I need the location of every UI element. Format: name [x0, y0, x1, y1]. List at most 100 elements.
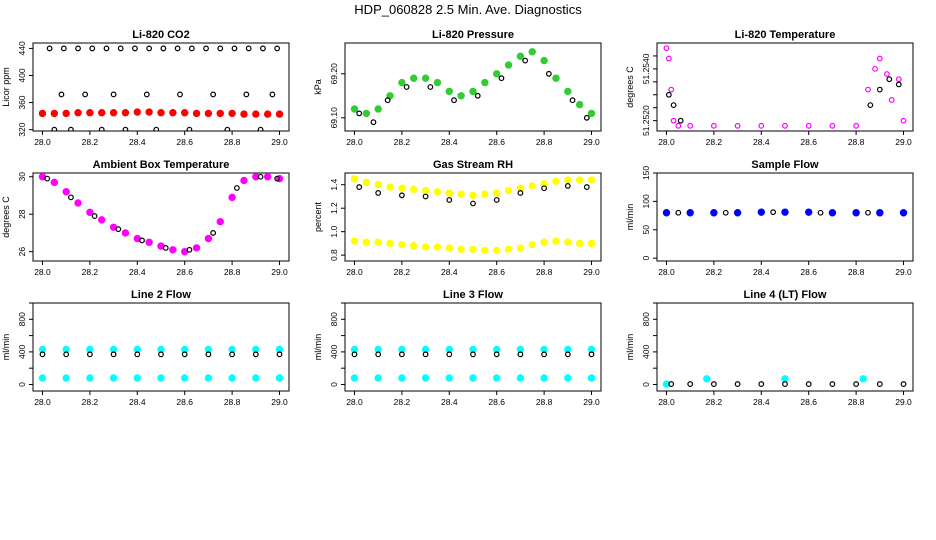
data-point — [257, 173, 264, 180]
data-point — [900, 381, 907, 387]
y-tick-label: 1.4 — [329, 179, 339, 191]
data-point — [204, 345, 213, 354]
data-point — [122, 126, 129, 131]
data-point — [274, 45, 281, 52]
x-tick-label: 29.0 — [895, 397, 912, 407]
data-point — [132, 45, 138, 52]
x-tick-label: 28.6 — [488, 267, 505, 277]
data-point — [545, 70, 552, 77]
data-point — [174, 45, 181, 52]
data-point — [384, 97, 391, 104]
y-axis-label: percent — [313, 201, 323, 232]
x-tick-label: 29.0 — [895, 267, 912, 277]
data-point — [204, 234, 213, 243]
x-tick-label: 28.2 — [706, 137, 723, 147]
y-tick-label: 69.20 — [329, 63, 339, 85]
data-point — [224, 126, 231, 131]
plot-frame — [344, 302, 602, 392]
data-point — [828, 209, 837, 217]
data-point — [263, 173, 272, 181]
y-tick-label: 0 — [641, 256, 651, 261]
data-point — [587, 239, 596, 248]
data-point — [374, 345, 382, 354]
data-point — [350, 374, 359, 382]
x-tick-label: 28.4 — [129, 137, 146, 147]
y-axis-label: kPa — [313, 79, 323, 95]
x-tick-label: 29.0 — [271, 397, 288, 407]
y-axis-label: ml/min — [1, 334, 11, 361]
data-point — [433, 78, 442, 87]
data-point — [157, 374, 165, 382]
chart-title: Li-820 CO2 — [132, 29, 189, 41]
data-point — [109, 374, 118, 382]
y-tick-label: 0.8 — [329, 249, 339, 261]
panel-line-4-lt-flow: Line 4 (LT) Flow ml/min 28.0 28.2 28.4 28.6 28… — [625, 289, 914, 407]
data-point — [181, 374, 189, 382]
data-point — [710, 381, 717, 387]
data-point — [110, 351, 117, 358]
data-point — [216, 109, 224, 118]
data-point — [540, 238, 548, 246]
x-tick-label: 28.2 — [82, 397, 99, 407]
data-point — [134, 351, 141, 358]
data-point — [121, 109, 130, 117]
series-yellow-low — [350, 237, 596, 255]
y-tick-label: 400 — [17, 68, 27, 82]
data-point — [583, 114, 590, 121]
data-point — [210, 91, 217, 98]
data-point — [398, 240, 406, 249]
data-point — [872, 65, 878, 72]
data-point — [228, 109, 236, 118]
data-point — [853, 122, 860, 129]
data-point — [205, 351, 212, 358]
data-point — [677, 117, 684, 124]
data-point — [74, 109, 82, 117]
data-point — [398, 78, 406, 87]
data-point — [888, 97, 895, 103]
data-point — [162, 244, 169, 251]
y-tick-label: 50 — [641, 225, 651, 235]
data-point — [516, 184, 525, 192]
y-tick-label: 360 — [17, 95, 27, 109]
data-point — [82, 91, 89, 98]
data-point — [817, 209, 824, 216]
data-point — [86, 351, 93, 358]
data-point — [275, 345, 284, 354]
data-point — [899, 209, 908, 217]
data-point — [541, 185, 548, 192]
data-point — [564, 183, 571, 189]
data-point — [540, 345, 548, 354]
data-point — [158, 351, 164, 358]
x-tick-label: 28.8 — [224, 137, 241, 147]
data-point — [663, 45, 670, 52]
x-tick-label: 28.0 — [346, 267, 363, 277]
panel-li-820-pressure: Li-820 Pressure kPa 28.0 28.2 28.4 28.6 28.8 29… — [313, 29, 602, 147]
data-point — [203, 45, 209, 52]
data-point — [540, 374, 548, 382]
data-point — [50, 109, 59, 118]
data-points — [662, 375, 907, 388]
data-point — [260, 45, 266, 52]
data-point — [481, 246, 489, 255]
data-point — [350, 175, 359, 183]
data-point — [421, 374, 430, 382]
data-point — [62, 345, 70, 354]
data-point — [146, 45, 153, 52]
series-cyan-high — [350, 345, 596, 354]
x-tick-label: 28.8 — [224, 397, 241, 407]
data-point — [263, 110, 272, 118]
data-point — [50, 178, 59, 187]
data-point — [245, 45, 252, 52]
series-black — [356, 183, 590, 207]
data-point — [186, 246, 193, 253]
data-point — [493, 70, 501, 78]
data-point — [356, 110, 363, 117]
data-point — [675, 209, 682, 216]
y-tick-label: 800 — [329, 312, 339, 326]
data-point — [139, 237, 145, 244]
x-tick-label: 28.6 — [800, 397, 817, 407]
chart-title: Sample Flow — [751, 159, 819, 171]
data-point — [865, 86, 871, 93]
panels-group: Li-820 CO2 Licor ppm 28.0 28.2 28.4 28.6 28.8 2… — [1, 29, 914, 407]
data-point — [398, 374, 406, 382]
